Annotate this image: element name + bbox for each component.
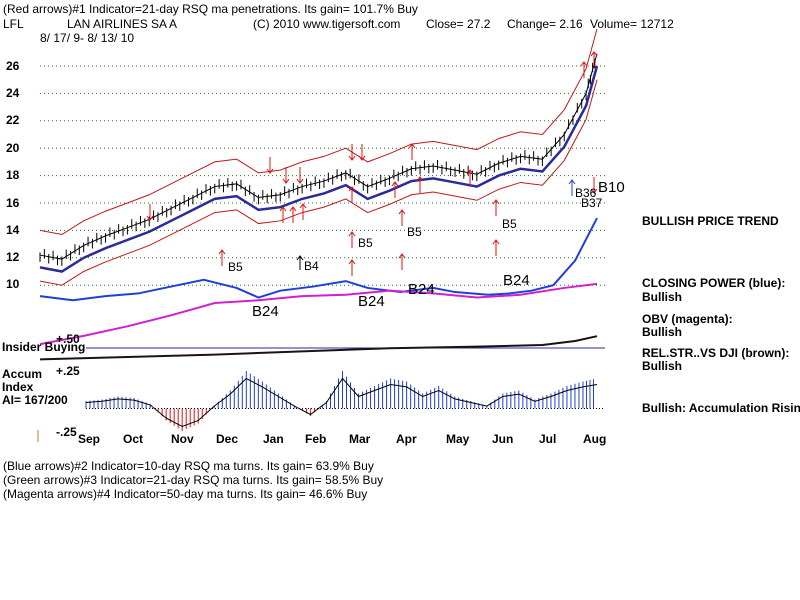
moving-average bbox=[39, 65, 599, 273]
signal-arrowhead bbox=[299, 203, 307, 209]
volume-value: Volume= 12712 bbox=[590, 17, 674, 31]
obv-status: Bullish bbox=[642, 325, 683, 339]
signal-arrowhead bbox=[580, 61, 588, 67]
copyright: (C) 2010 www.tigersoft.com bbox=[253, 17, 401, 31]
signal-arrowhead bbox=[279, 206, 287, 212]
signal-arrowhead bbox=[296, 178, 304, 184]
month-tick: May bbox=[446, 432, 470, 446]
indicator-3-line: (Green arrows)#3 Indicator=21-day RSQ ma… bbox=[3, 473, 384, 487]
closing-power-status: Bullish bbox=[642, 290, 683, 304]
signal-label: B24 bbox=[358, 293, 385, 310]
price-tick: 20 bbox=[6, 141, 20, 155]
signal-label: B24 bbox=[408, 281, 435, 298]
ai-value: AI= 167/200 bbox=[2, 393, 68, 407]
signal-arrowhead bbox=[282, 178, 290, 184]
price-tick: 16 bbox=[6, 196, 20, 210]
accum-label: Accum bbox=[2, 367, 43, 381]
price-tick: 14 bbox=[6, 223, 20, 237]
signal-arrowhead bbox=[391, 181, 399, 187]
month-tick: Jun bbox=[492, 432, 514, 446]
indicator-2-line: (Blue arrows)#2 Indicator=10-day RSQ ma … bbox=[3, 459, 374, 473]
signal-arrowhead bbox=[266, 168, 274, 174]
obv-line bbox=[39, 282, 598, 346]
price-tick: 12 bbox=[6, 250, 20, 264]
relative-strength-label: REL.STR..VS DJI (brown): bbox=[642, 346, 790, 360]
insider-buying-label: Insider Buying bbox=[2, 340, 86, 354]
month-tick: Aug bbox=[583, 432, 607, 446]
company-name: LAN AIRLINES SA A bbox=[67, 17, 178, 31]
signal-label: B24 bbox=[252, 303, 279, 320]
month-tick: Sep bbox=[78, 432, 101, 446]
signal-arrowhead bbox=[348, 186, 356, 192]
price-line bbox=[39, 53, 598, 260]
signal-label: B36 bbox=[575, 186, 597, 200]
signal-arrowhead bbox=[348, 259, 356, 265]
signal-arrowhead bbox=[296, 255, 304, 261]
price-tick: 24 bbox=[6, 86, 20, 100]
signal-arrowhead bbox=[590, 51, 598, 57]
month-tick: Jul bbox=[539, 432, 557, 446]
signal-label: B5 bbox=[228, 260, 243, 274]
relative-strength-status: Bullish bbox=[642, 359, 683, 373]
signal-arrowhead bbox=[398, 253, 406, 259]
signal-arrowhead bbox=[358, 155, 366, 161]
signal-label: B24 bbox=[503, 272, 530, 289]
signal-arrowhead bbox=[348, 155, 356, 161]
index-label: Index bbox=[2, 380, 34, 394]
accumulation-status: Bullish: Accumulation Rising bbox=[642, 401, 800, 415]
upper-band bbox=[39, 28, 598, 236]
price-tick: 10 bbox=[6, 277, 20, 291]
signal-arrowhead bbox=[416, 176, 424, 182]
signal-arrowhead bbox=[568, 179, 576, 185]
indicator-1-line: (Red arrows)#1 Indicator=21-day RSQ ma p… bbox=[3, 2, 418, 16]
price-tick: 26 bbox=[6, 59, 20, 73]
signal-arrowhead bbox=[146, 215, 154, 221]
ticker-symbol: LFL bbox=[3, 17, 24, 31]
month-tick: Dec bbox=[216, 432, 239, 446]
accum-tick: -.25 bbox=[56, 425, 77, 439]
accum-ma-line bbox=[85, 377, 598, 428]
indicator-4-line: (Magenta arrows)#4 Indicator=50-day ma t… bbox=[3, 487, 368, 501]
signal-label: B4 bbox=[304, 259, 319, 273]
signal-arrowhead bbox=[348, 231, 356, 237]
accum-tick: +.25 bbox=[56, 364, 80, 378]
month-tick: Feb bbox=[305, 432, 327, 446]
closing-power-label: CLOSING POWER (blue): bbox=[642, 276, 786, 290]
signal-arrowhead bbox=[408, 143, 416, 149]
month-tick: Apr bbox=[396, 432, 417, 446]
signal-arrowhead bbox=[289, 206, 297, 212]
lower-band bbox=[39, 79, 598, 286]
signal-arrowhead bbox=[492, 239, 500, 245]
obv-label: OBV (magenta): bbox=[642, 312, 733, 326]
signal-arrowhead bbox=[590, 188, 598, 194]
signal-label: B5 bbox=[407, 225, 422, 239]
signal-label: B5 bbox=[502, 217, 517, 231]
signal-label: B5 bbox=[358, 236, 373, 250]
relative-strength-line bbox=[39, 335, 598, 361]
accum-tick: +.50 bbox=[56, 332, 80, 346]
month-tick: Nov bbox=[171, 432, 194, 446]
signal-arrowhead bbox=[398, 209, 406, 215]
price-tick: 22 bbox=[6, 113, 20, 127]
date-range: 8/ 17/ 9- 8/ 13/ 10 bbox=[40, 31, 135, 45]
month-tick: Jan bbox=[263, 432, 284, 446]
price-trend-status: BULLISH PRICE TREND bbox=[642, 214, 779, 228]
month-tick: Mar bbox=[349, 432, 371, 446]
month-tick: Oct bbox=[123, 432, 144, 446]
signal-arrowhead bbox=[492, 199, 500, 205]
signal-label: B10 bbox=[598, 179, 625, 196]
signal-arrowhead bbox=[466, 169, 474, 175]
change-value: Change= 2.16 bbox=[507, 17, 583, 31]
closing-power-line bbox=[39, 217, 598, 302]
signal-label: B37 bbox=[581, 196, 603, 210]
close-value: Close= 27.2 bbox=[426, 17, 491, 31]
signal-arrowhead bbox=[218, 249, 226, 255]
price-tick: 18 bbox=[6, 168, 20, 182]
